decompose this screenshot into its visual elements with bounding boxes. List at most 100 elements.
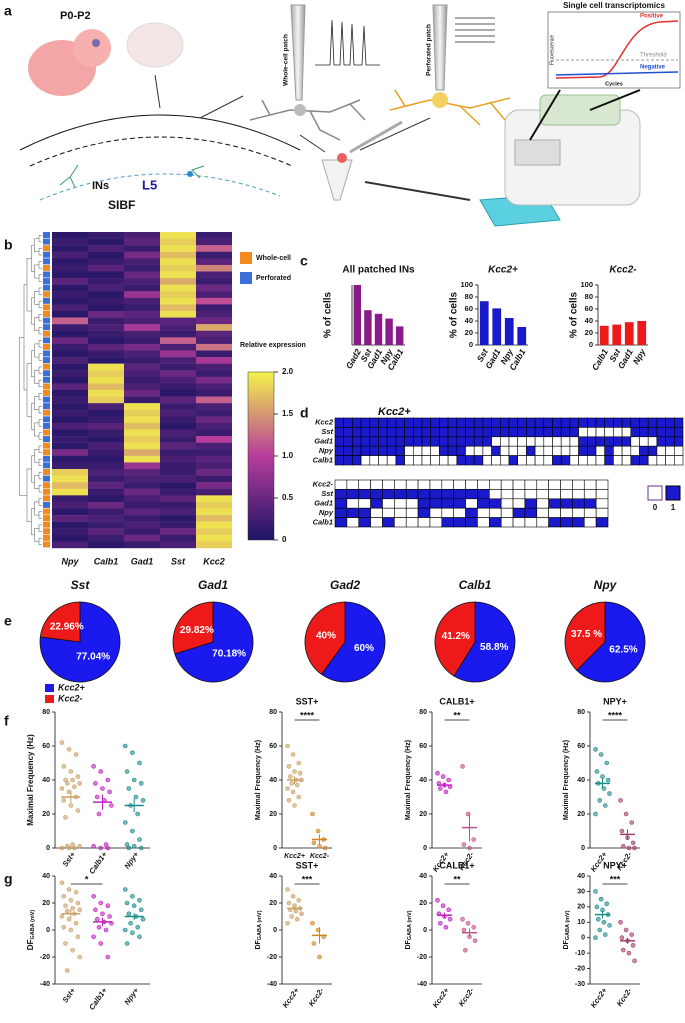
matrix-cell — [369, 445, 379, 456]
matrix-cell — [639, 445, 649, 456]
matrix-cell — [536, 507, 549, 518]
matrix-cell — [430, 445, 440, 456]
heatmap-cell — [52, 304, 88, 312]
matrix-cell — [421, 445, 431, 456]
heatmap-cell — [124, 324, 160, 331]
heatmap-cell — [160, 449, 196, 457]
matrix-cell — [621, 417, 632, 428]
data-point — [133, 794, 139, 800]
pipette — [349, 120, 403, 154]
heatmap-cell — [160, 508, 196, 516]
matrix-row-label: Gad1 — [314, 436, 333, 445]
pie-slice — [39, 601, 81, 643]
matrix-cell — [526, 445, 536, 456]
heatmap-cell — [160, 416, 196, 424]
matrix-cell — [517, 427, 527, 438]
matrix-cell — [334, 427, 344, 438]
data-point — [598, 752, 604, 757]
matrix-cell — [552, 436, 562, 447]
data-point — [61, 924, 67, 930]
matrix-cell — [482, 455, 492, 466]
data-point — [59, 880, 65, 886]
matrix-cell — [656, 417, 666, 428]
matrix-cell — [482, 417, 492, 428]
heatmap-cell — [88, 238, 124, 246]
matrix-cell — [477, 507, 490, 518]
data-point — [440, 774, 446, 779]
data-point — [602, 803, 608, 808]
matrix-cell — [543, 417, 553, 428]
matrix-cell — [465, 507, 478, 518]
data-point — [130, 930, 135, 936]
data-point — [446, 907, 452, 913]
matrix-cell — [499, 417, 510, 428]
x-tick-label: Calb1+ — [87, 850, 109, 876]
y-tick-label: 0 — [589, 340, 593, 349]
data-point — [296, 794, 302, 800]
data-point — [467, 845, 472, 851]
x-tick-label: Kcc2+ — [281, 986, 302, 1010]
mouse-head — [73, 29, 111, 67]
heatmap-cell — [196, 488, 232, 496]
legend-label: Whole-cell — [256, 255, 291, 262]
heatmap-cell — [124, 534, 160, 542]
heatmap-cell — [52, 238, 88, 246]
heatmap-cell — [88, 442, 124, 450]
matrix-cell — [665, 417, 675, 428]
neuron-soma — [432, 92, 448, 108]
matrix-cell — [673, 436, 684, 447]
y-tick-label: 0 — [581, 935, 585, 942]
heatmap-cell — [88, 449, 124, 457]
legend-swatch — [45, 684, 54, 692]
heatmap-cell — [196, 284, 232, 292]
data-point — [310, 811, 315, 817]
heatmap-cell — [196, 449, 232, 457]
heatmap-cell — [124, 317, 160, 325]
matrix-cell — [358, 479, 371, 490]
y-axis-label-main: DF — [255, 939, 262, 949]
heatmap-cell — [88, 284, 124, 292]
matrix-cell — [394, 517, 407, 528]
row-group — [43, 508, 50, 515]
heatmap-cell — [124, 291, 160, 299]
heatmap-cell — [196, 238, 232, 246]
data-point — [61, 764, 67, 769]
pie-slice — [434, 601, 476, 677]
data-point — [593, 747, 598, 752]
heatmap-cell — [124, 449, 160, 457]
matrix-cell — [382, 507, 395, 518]
matrix-cell — [583, 517, 597, 528]
matrix-cell — [360, 436, 371, 447]
cortex-arc — [29, 136, 293, 167]
matrix-cell — [578, 436, 588, 447]
data-point — [604, 760, 610, 766]
neuron-dendrites — [249, 99, 366, 141]
row-group — [43, 304, 50, 311]
heatmap-cell — [88, 534, 124, 542]
matrix-cell — [656, 427, 666, 438]
data-point — [59, 845, 65, 851]
y-tick-label: 100 — [580, 280, 593, 289]
data-point — [91, 764, 96, 769]
heatmap-cell — [160, 271, 196, 279]
pie-value-label: 62.5% — [609, 644, 637, 655]
matrix-cell — [524, 507, 538, 518]
data-point — [287, 774, 293, 779]
y-tick-label: -20 — [267, 954, 277, 961]
matrix-cell — [526, 417, 536, 428]
matrix-cell — [583, 498, 597, 509]
heatmap-cell — [196, 363, 232, 371]
row-group — [43, 488, 50, 495]
data-point — [61, 893, 67, 899]
heatmap-cell — [124, 436, 160, 443]
positive-curve — [555, 20, 679, 79]
matrix-cell — [595, 489, 609, 500]
heatmap-cell — [196, 324, 232, 331]
data-point — [77, 907, 82, 913]
matrix-cell — [560, 479, 573, 490]
matrix-row-label: Npy — [319, 446, 334, 455]
data-point — [322, 845, 328, 851]
matrix-cell — [430, 427, 440, 438]
heatmap-cell — [196, 422, 232, 430]
heatmap-cell — [124, 469, 160, 476]
